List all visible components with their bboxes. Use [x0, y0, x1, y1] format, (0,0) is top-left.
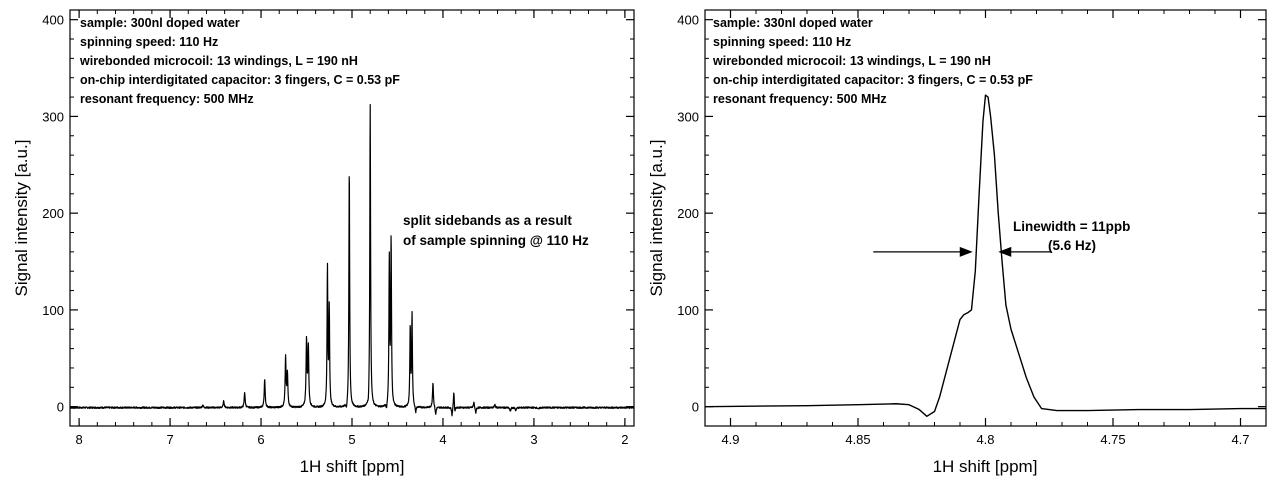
y-tick-label: 400: [677, 13, 699, 28]
y-tick-label: 100: [677, 303, 699, 318]
y-tick-label: 0: [692, 400, 699, 415]
spectrum-line: [704, 94, 1266, 418]
x-axis-label: 1H shift [ppm]: [933, 457, 1038, 476]
info-line: spinning speed: 110 Hz: [80, 35, 218, 49]
info-line: sample: 330nl doped water: [713, 16, 873, 30]
info-line: resonant frequency: 500 MHz: [713, 92, 887, 106]
info-line: sample: 300nl doped water: [80, 16, 240, 30]
x-axis: 4.9 4.85 4.8 4.75 4.7: [704, 10, 1267, 447]
info-text: sample: 300nl doped water spinning speed…: [79, 16, 400, 106]
y-axis-label: Signal intensity [a.u.]: [647, 140, 666, 297]
x-tick-label: 5: [348, 432, 355, 447]
x-tick-label: 4: [439, 432, 446, 447]
sideband-annotation: split sidebands as a result of sample sp…: [403, 213, 589, 248]
info-line: on-chip interdigitated capacitor: 3 fing…: [713, 73, 1033, 87]
right-arrowhead: [998, 246, 1012, 257]
annotation-line: of sample spinning @ 110 Hz: [403, 233, 589, 248]
y-tick-label: 300: [42, 109, 64, 124]
x-tick-label: 2: [621, 432, 628, 447]
x-tick-label: 4.85: [845, 432, 870, 447]
y-axis-label: Signal intensity [a.u.]: [12, 140, 31, 297]
x-tick-label: 7: [166, 432, 173, 447]
spectrum-line: [69, 103, 635, 417]
annotation-line: Linewidth = 11ppb: [1013, 219, 1130, 234]
info-line: spinning speed: 110 Hz: [713, 35, 851, 49]
annotation-line: split sidebands as a result: [403, 213, 572, 228]
left-arrowhead: [959, 246, 973, 257]
y-tick-label: 300: [677, 109, 699, 124]
info-line: wirebonded microcoil: 13 windings, L = 1…: [79, 54, 358, 68]
linewidth-annotation: Linewidth = 11ppb (5.6 Hz): [1013, 219, 1130, 253]
x-tick-label: 4.9: [721, 432, 739, 447]
x-tick-label: 3: [530, 432, 537, 447]
info-line: wirebonded microcoil: 13 windings, L = 1…: [712, 54, 991, 68]
x-tick-label: 8: [75, 432, 82, 447]
y-tick-label: 200: [677, 206, 699, 221]
x-tick-label: 6: [257, 432, 264, 447]
y-tick-label: 0: [57, 400, 64, 415]
x-tick-label: 4.8: [976, 432, 994, 447]
info-line: on-chip interdigitated capacitor: 3 fing…: [80, 73, 400, 87]
y-tick-label: 200: [42, 206, 64, 221]
x-axis-label: 1H shift [ppm]: [300, 457, 405, 476]
spinning-spectrum-panel: 8 7 6 5 4 3 2 0 100 200 300 400 sample: 300nl dope…: [12, 9, 635, 476]
y-tick-label: 100: [42, 303, 64, 318]
linewidth-arrows: [873, 246, 1052, 257]
info-line: resonant frequency: 500 MHz: [80, 92, 254, 106]
y-tick-label: 400: [42, 13, 64, 28]
y-axis: 0 100 200 300 400: [677, 13, 1266, 427]
x-tick-label: 4.75: [1100, 432, 1125, 447]
linewidth-spectrum-panel: 4.9 4.85 4.8 4.75 4.7 0 100 200 300 400 sample: …: [647, 9, 1267, 476]
x-tick-label: 4.7: [1231, 432, 1249, 447]
x-axis: 8 7 6 5 4 3 2: [75, 10, 629, 447]
info-text: sample: 330nl doped water spinning speed…: [712, 16, 1033, 106]
annotation-line: (5.6 Hz): [1048, 238, 1096, 253]
y-axis: 0 100 200 300 400: [42, 13, 634, 427]
